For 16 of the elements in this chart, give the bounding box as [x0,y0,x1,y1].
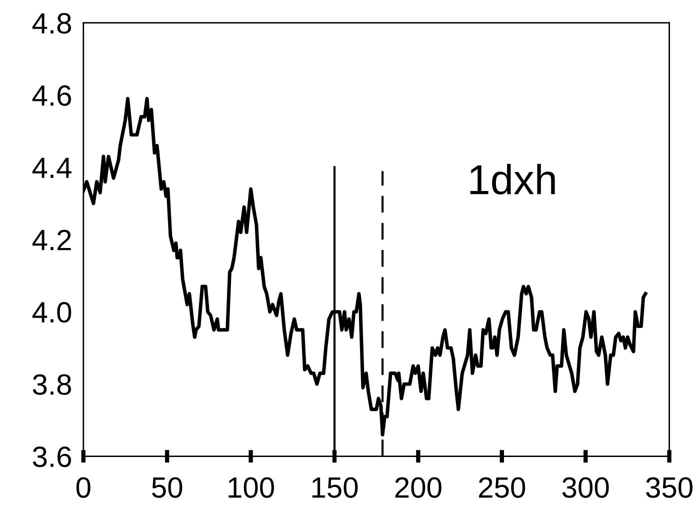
x-tick-label: 150 [312,477,358,498]
annotation: 1dxh [470,164,555,194]
y-tick-label: 4.4 [32,158,72,178]
y-tick-label: 3.6 [32,446,72,468]
y-tick-label: 4.6 [32,85,72,106]
y-tick-label: 4.0 [32,302,72,323]
x-tick-label: 350 [646,477,692,498]
x-tick-label: 300 [562,477,609,498]
x-tick-label: 0 [76,477,90,498]
x-tick-label: 200 [395,477,442,498]
y-tick-label: 4.8 [32,13,72,34]
y-tick-label: 3.8 [32,374,72,395]
x-tick-label: 250 [479,477,526,498]
x-tick-label: 50 [152,477,182,498]
x-tick-label: 100 [228,477,274,498]
y-tick-label: 4.2 [32,230,71,250]
